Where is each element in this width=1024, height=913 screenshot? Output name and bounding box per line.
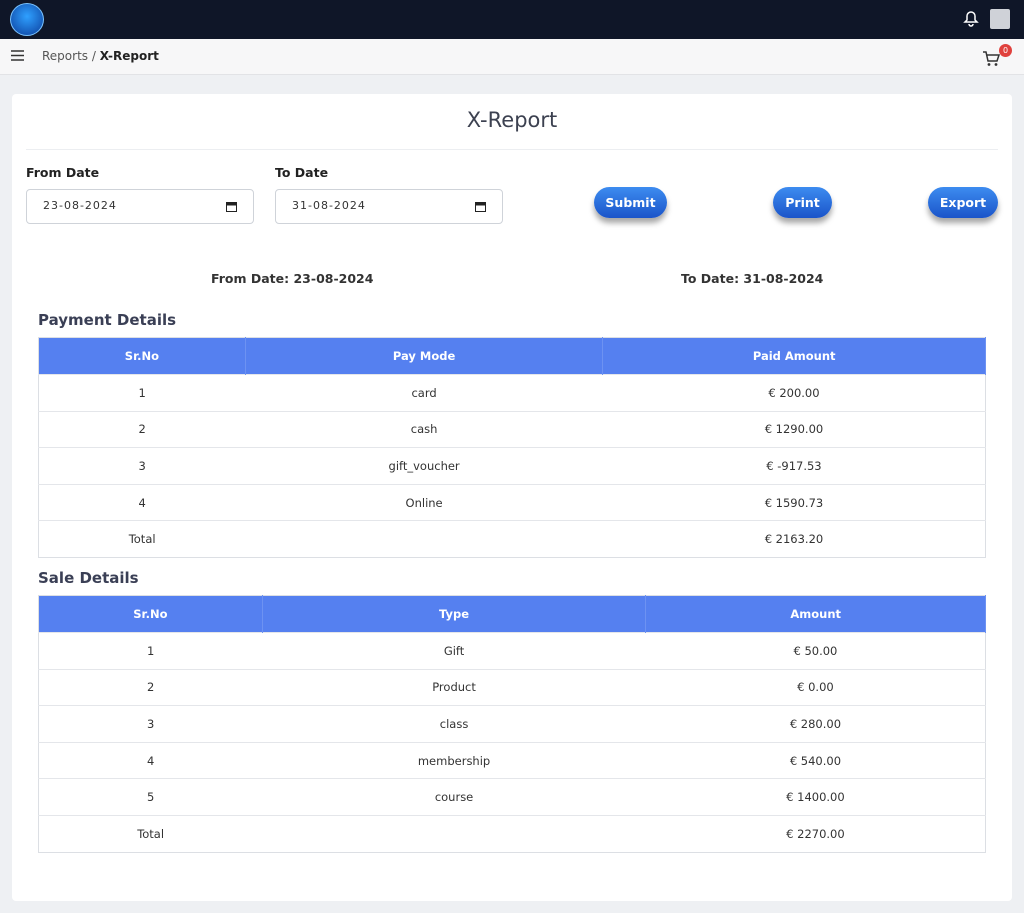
cell: € 0.00 (645, 668, 986, 706)
cell: gift_voucher (245, 447, 603, 485)
cell (245, 520, 603, 558)
cell: 1 (38, 374, 246, 412)
cell: 5 (38, 778, 263, 816)
summary-to: To Date: 31-08-2024 (681, 271, 824, 286)
table-row: 3 class € 280.00 (38, 705, 986, 743)
cell: card (245, 374, 603, 412)
cell: 4 (38, 741, 263, 779)
cell: Total (38, 814, 263, 853)
from-value: 23-08-2024 (43, 199, 117, 212)
cell: 3 (38, 705, 263, 743)
header-cell: Type (262, 595, 647, 633)
cell: 2 (38, 668, 263, 706)
cart-badge: 0 (999, 44, 1012, 57)
menu-icon[interactable] (11, 50, 24, 61)
cart-icon[interactable] (982, 51, 1000, 67)
table-row: 5 course € 1400.00 (38, 778, 986, 816)
cell: 3 (38, 447, 246, 485)
submit-button[interactable]: Submit (594, 187, 667, 218)
logo[interactable] (10, 3, 44, 36)
cell: € 2163.20 (602, 520, 986, 558)
crumb-sep: / (91, 49, 96, 63)
from-input[interactable]: 23-08-2024 (26, 189, 254, 224)
header-cell: Sr.No (38, 337, 246, 375)
payment-table: Sr.No Pay Mode Paid Amount 1 card € 200.00 2 ca… (38, 337, 986, 558)
table-row: 1 card € 200.00 (38, 374, 986, 412)
cell: Gift (262, 632, 646, 670)
header-row: Sr.No Pay Mode Paid Amount (38, 337, 986, 375)
cell: course (262, 778, 646, 816)
table-row: 2 Product € 0.00 (38, 668, 986, 706)
table-row: Total € 2270.00 (38, 814, 986, 853)
top-bar (0, 0, 1024, 39)
from-label: From Date (26, 165, 100, 180)
cell: Total (38, 520, 246, 558)
header-cell: Paid Amount (602, 337, 986, 375)
bell-icon[interactable] (963, 10, 979, 27)
crumb-current: X-Report (99, 49, 159, 63)
table-row: 2 cash € 1290.00 (38, 410, 986, 448)
table-row: 3 gift_voucher € -917.53 (38, 447, 986, 485)
calendar-icon[interactable] (475, 201, 486, 212)
cell: € 1400.00 (645, 778, 986, 816)
cell: 2 (38, 410, 246, 448)
cell: € 50.00 (645, 632, 986, 670)
export-button[interactable]: Export (928, 187, 998, 218)
table-row: 4 Online € 1590.73 (38, 483, 986, 521)
header-cell: Pay Mode (245, 337, 604, 375)
breadcrumb-bar: Reports / X-Report (0, 39, 1024, 75)
report-title: X-Report (466, 108, 558, 132)
table-row: Total € 2163.20 (38, 520, 986, 558)
cell: € 1290.00 (602, 410, 986, 448)
cell: € 2270.00 (645, 814, 986, 853)
divider (26, 149, 998, 150)
section-title: Payment Details (38, 311, 177, 329)
cell: class (262, 705, 646, 743)
avatar[interactable] (990, 9, 1010, 29)
sale-table: Sr.No Type Amount 1 Gift € 50.00 2 Product € 0.0… (38, 595, 986, 853)
section-title: Sale Details (38, 569, 139, 587)
cell: Online (245, 483, 603, 521)
cell: € 280.00 (645, 705, 986, 743)
calendar-icon[interactable] (226, 201, 237, 212)
to-label: To Date (275, 165, 329, 180)
table-row: 1 Gift € 50.00 (38, 632, 986, 670)
summary-from: From Date: 23-08-2024 (211, 271, 374, 286)
header-row: Sr.No Type Amount (38, 595, 986, 633)
to-value: 31-08-2024 (292, 199, 366, 212)
cell: Product (262, 668, 646, 706)
breadcrumb: Reports / X-Report (42, 49, 159, 63)
report-card: X-Report From Date To Date 23-08-2024 31… (12, 94, 1012, 901)
print-button[interactable]: Print (773, 187, 832, 218)
cell: € 1590.73 (602, 483, 986, 521)
cell: membership (262, 741, 646, 779)
header-cell: Amount (645, 595, 986, 633)
header-cell: Sr.No (38, 595, 263, 633)
cell: 1 (38, 632, 263, 670)
cell: € 540.00 (645, 741, 986, 779)
cell: € 200.00 (602, 374, 986, 412)
cell: 4 (38, 483, 246, 521)
crumb[interactable]: Reports (42, 49, 89, 63)
cell: € -917.53 (602, 447, 986, 485)
cell (262, 814, 646, 853)
table-row: 4 membership € 540.00 (38, 741, 986, 779)
cell: cash (245, 410, 603, 448)
to-input[interactable]: 31-08-2024 (275, 189, 503, 224)
